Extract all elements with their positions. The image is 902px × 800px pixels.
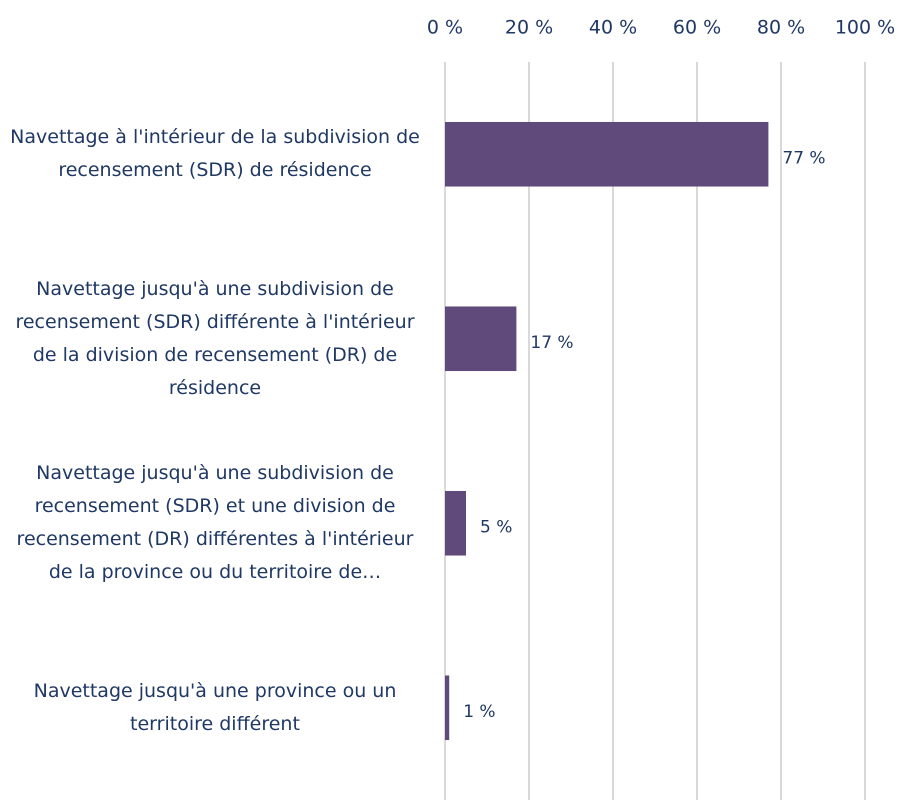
value-label: 17 % (530, 333, 573, 353)
x-tick-label: 20 % (505, 17, 553, 39)
value-label: 77 % (782, 148, 825, 168)
x-tick-label: 100 % (835, 17, 895, 39)
bar (445, 121, 769, 187)
value-label: 5 % (480, 517, 512, 537)
x-tick-label: 60 % (673, 17, 721, 39)
value-label: 1 % (463, 702, 495, 722)
bar (445, 490, 466, 556)
category-label: Navettage jusqu'à une subdivision de rec… (15, 277, 415, 399)
category-label: Navettage jusqu'à une subdivision de rec… (16, 462, 414, 584)
x-tick-label: 80 % (757, 17, 805, 39)
category-label: Navettage jusqu'à une province ou un ter… (33, 679, 397, 735)
x-tick-label: 0 % (427, 17, 463, 39)
bar (445, 306, 517, 372)
bar (445, 675, 450, 741)
category-label: Navettage à l'intérieur de la subdivisio… (10, 126, 420, 182)
x-tick-label: 40 % (589, 17, 637, 39)
